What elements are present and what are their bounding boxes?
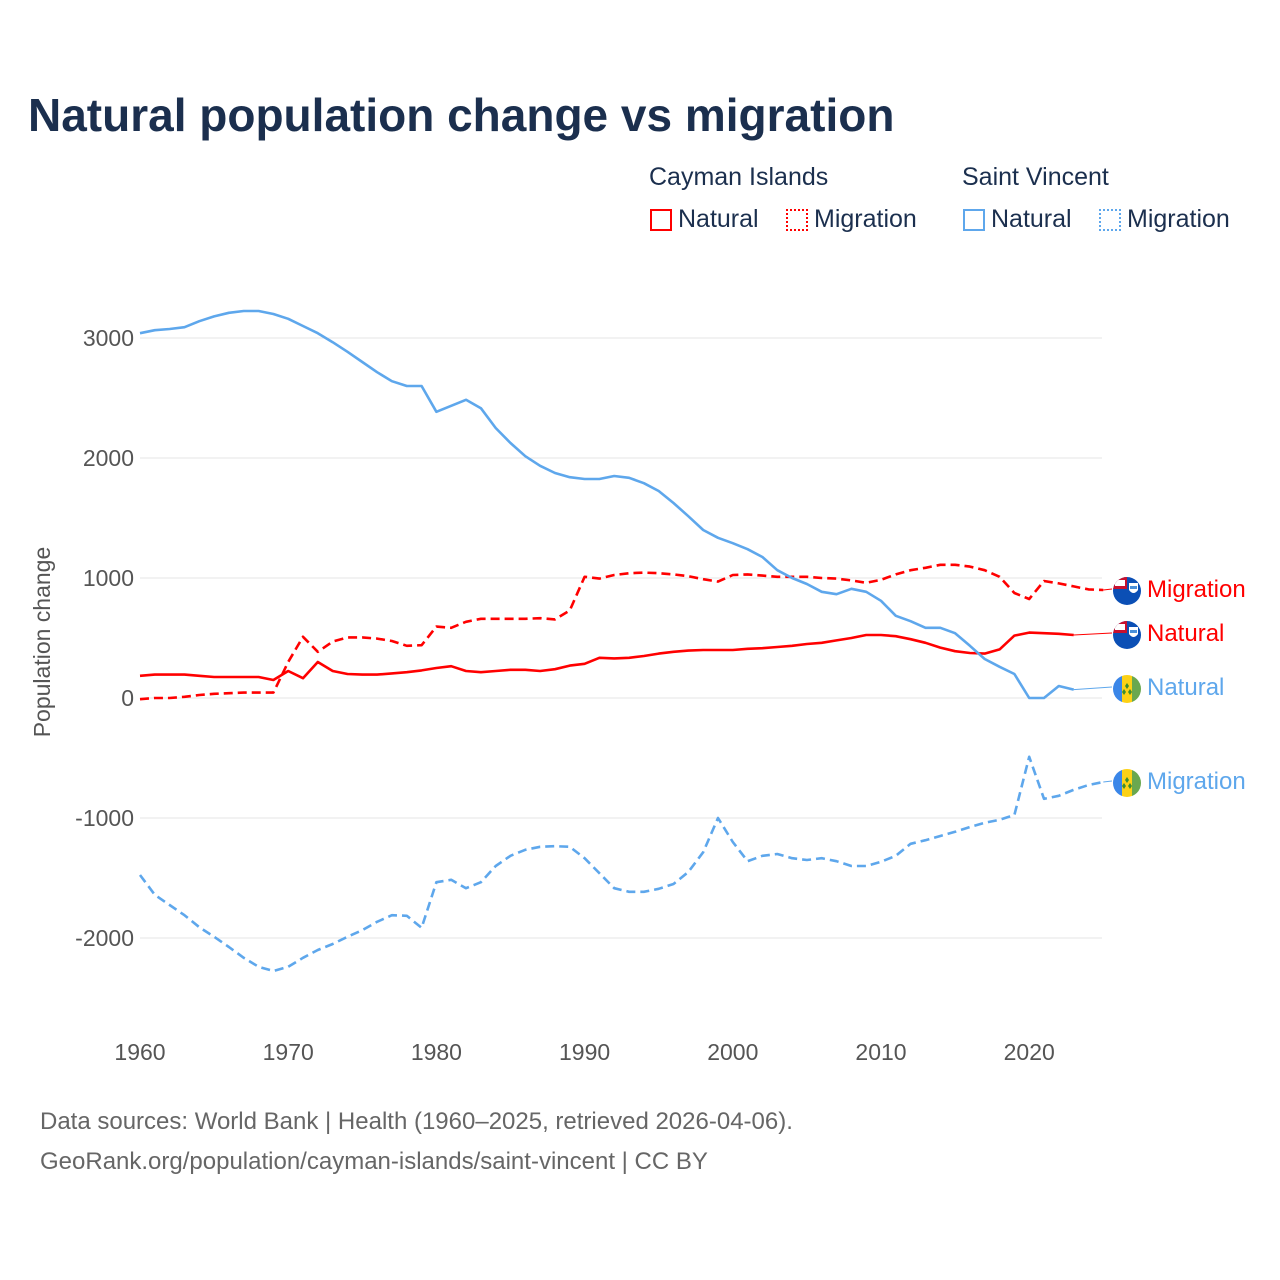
series-line-saint-vincent-migration — [138, 755, 1104, 973]
legend-sv-migration[interactable]: Migration — [1099, 205, 1230, 234]
legend-swatch-dotted-blue — [1099, 208, 1121, 231]
footer-link[interactable]: GeoRank.org/population/cayman-islands/sa… — [40, 1148, 708, 1175]
legend-group-saint-vincent: Saint Vincent — [962, 163, 1109, 191]
y-tick-label: 3000 — [83, 325, 134, 351]
legend-sv-natural[interactable]: Natural — [963, 205, 1072, 234]
legend-group-cayman: Cayman Islands — [649, 163, 829, 191]
x-tick-label: 2020 — [1004, 1039, 1055, 1065]
saint-vincent-flag-icon — [1113, 769, 1141, 797]
legend-label: Natural — [678, 205, 759, 233]
y-tick-label: 2000 — [83, 445, 134, 471]
series-end-label: Migration — [1147, 768, 1246, 795]
legend-label: Natural — [991, 205, 1072, 233]
legend-cayman-migration[interactable]: Migration — [786, 205, 917, 234]
label-connector — [1103, 588, 1113, 591]
label-connector — [1103, 780, 1113, 783]
cayman-islands-flag-icon — [1113, 577, 1141, 605]
series-line-cayman-islands-natural — [139, 631, 1074, 682]
legend-swatch-solid-blue — [963, 208, 985, 231]
series-end-label: Natural — [1147, 620, 1224, 647]
x-tick-label: 1960 — [114, 1039, 165, 1065]
legend-cayman-natural[interactable]: Natural — [650, 205, 759, 234]
y-tick-label: -2000 — [75, 925, 134, 951]
footer-sources: Data sources: World Bank | Health (1960–… — [40, 1108, 793, 1135]
series-line-cayman-islands-migration — [139, 563, 1104, 701]
label-connector — [1073, 632, 1113, 636]
label-connector — [1073, 686, 1113, 691]
x-tick-label: 1970 — [263, 1039, 314, 1065]
legend-label: Migration — [814, 205, 917, 233]
legend-swatch-solid-red — [650, 208, 672, 231]
x-tick-label: 1990 — [559, 1039, 610, 1065]
legend-label: Migration — [1127, 205, 1230, 233]
y-tick-label: 1000 — [83, 565, 134, 591]
x-tick-label: 2010 — [855, 1039, 906, 1065]
legend-swatch-dotted-red — [786, 208, 808, 231]
y-tick-label: 0 — [121, 685, 134, 711]
chart-title: Natural population change vs migration — [28, 89, 895, 141]
series-line-saint-vincent-natural — [139, 309, 1075, 700]
series-end-label: Migration — [1147, 576, 1246, 603]
y-axis-label: Population change — [29, 547, 55, 738]
y-tick-label: -1000 — [75, 805, 134, 831]
x-tick-label: 2000 — [707, 1039, 758, 1065]
cayman-islands-flag-icon — [1113, 621, 1141, 649]
series-end-label: Natural — [1147, 674, 1224, 701]
saint-vincent-flag-icon — [1113, 675, 1141, 703]
x-tick-label: 1980 — [411, 1039, 462, 1065]
